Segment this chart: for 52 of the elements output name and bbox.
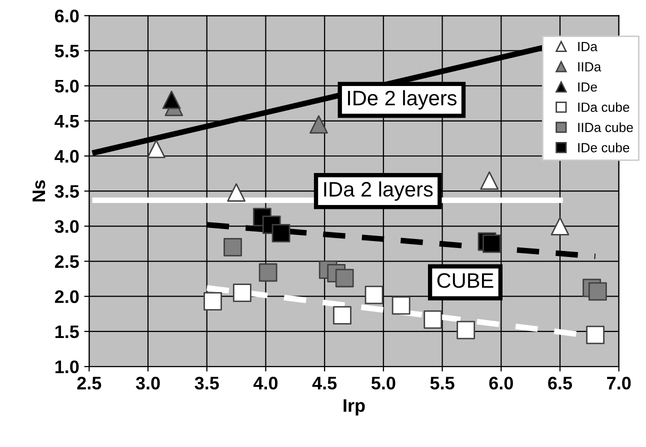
point — [586, 326, 605, 344]
y-tick-label: 3.5 — [54, 185, 79, 198]
y-tick-label: 5.5 — [54, 44, 79, 58]
y-tick-label: 6.0 — [54, 10, 79, 22]
x-tick-label: 3.0 — [136, 376, 160, 390]
point — [204, 292, 222, 310]
x-tick-label: 6.5 — [548, 376, 572, 390]
x-tick-label: 4.0 — [253, 376, 278, 390]
point — [309, 115, 328, 134]
legend-label: IDa cube — [578, 102, 630, 112]
y-axis-title: Ns — [32, 180, 46, 202]
y-tick-label: 1.0 — [55, 360, 79, 374]
point — [162, 90, 181, 110]
point — [227, 183, 246, 202]
y-tick-label: 4.5 — [54, 115, 79, 128]
x-tick-label: 2.5 — [77, 376, 102, 390]
legend-label: IIDa cube — [578, 122, 633, 132]
annotation: IDa 2 layers — [324, 181, 433, 201]
x-tick-label: 5.5 — [430, 376, 454, 390]
legend-label: IDe — [578, 82, 597, 92]
point — [550, 216, 570, 236]
y-tick-label: 4.0 — [54, 150, 79, 163]
point — [335, 268, 354, 288]
y-tick-label: 3.0 — [54, 220, 79, 233]
point — [424, 310, 442, 329]
x-tick-label: 7.0 — [607, 376, 631, 390]
point — [224, 238, 242, 256]
point — [392, 296, 410, 315]
x-tick-label: 3.5 — [194, 376, 219, 390]
point — [147, 140, 166, 158]
annotation: CUBE — [437, 273, 494, 288]
legend-label: IDa — [578, 42, 598, 52]
y-tick-label: 5.0 — [54, 80, 79, 93]
x-tick-label: 5.0 — [371, 376, 396, 390]
point — [272, 224, 290, 242]
point — [232, 284, 252, 302]
legend-label: IDe cube — [578, 142, 630, 152]
point — [258, 263, 278, 282]
x-tick-label: 4.5 — [312, 376, 337, 390]
point — [364, 286, 384, 304]
y-tick-label: 2.5 — [54, 255, 79, 268]
annotation: IDe 2 layers — [348, 90, 457, 110]
point — [456, 320, 476, 340]
point — [480, 171, 499, 190]
x-tick-label: 6.0 — [489, 376, 513, 390]
y-tick-label: 1.5 — [55, 326, 79, 338]
legend-label: IIDa — [578, 62, 602, 72]
point — [588, 282, 607, 301]
y-tick-label: 2.0 — [54, 290, 79, 304]
point — [482, 234, 501, 253]
x-axis-title: Irp — [344, 399, 365, 416]
point — [333, 306, 352, 325]
